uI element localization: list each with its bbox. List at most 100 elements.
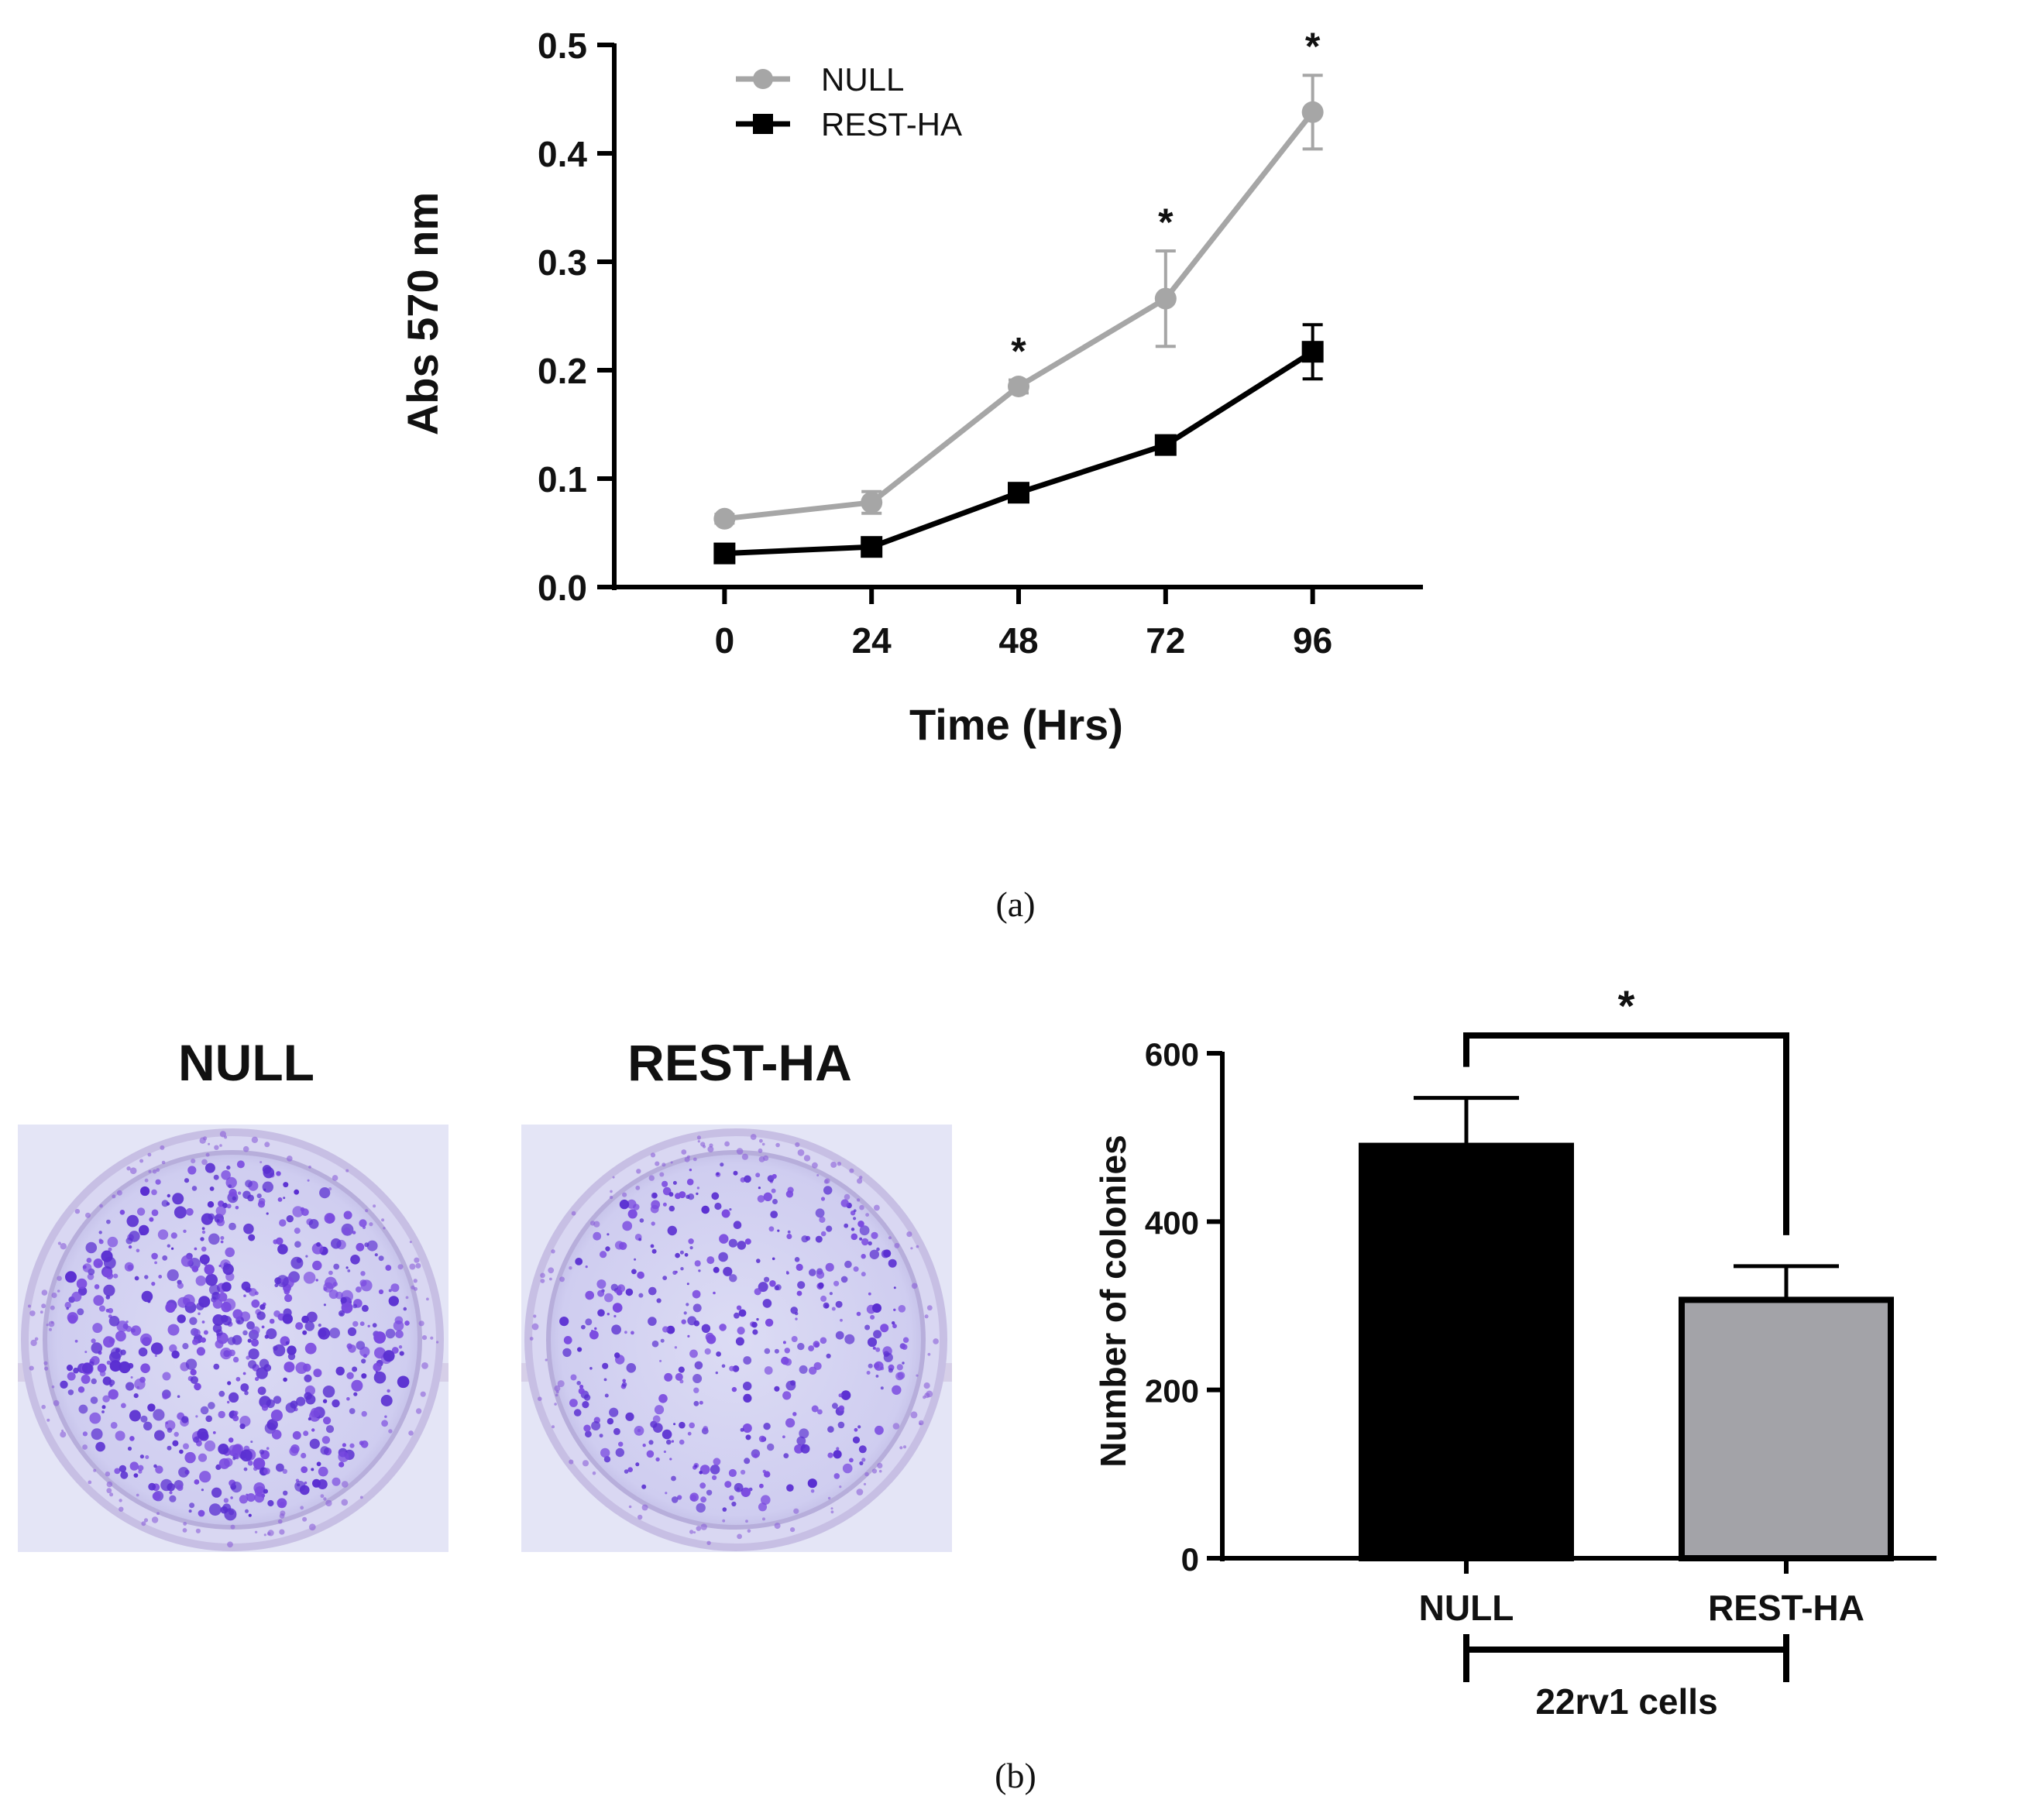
colony-dot [840,1199,849,1207]
colony-dot [227,1337,236,1345]
colony-dot [269,1318,275,1324]
colony-dot [902,1337,909,1343]
colony-dot [311,1468,314,1471]
colony-dot [208,1233,220,1245]
colony-dot [321,1436,331,1444]
colony-dot [646,1450,655,1458]
colony-dot [341,1499,349,1506]
colony-dot [617,1286,622,1290]
colony-dot [619,1199,630,1210]
colony-dot [700,1496,706,1503]
colony-dot [308,1166,311,1169]
colony-dot [34,1337,39,1341]
colony-dot [603,1378,607,1382]
colony-dot [97,1363,107,1373]
colony-dot [559,1317,569,1327]
colony-dot [662,1326,669,1333]
colony-dot [418,1320,424,1327]
colony-dot [852,1436,861,1444]
colony-dot [296,1396,306,1406]
y-tick-label: 200 [1145,1373,1199,1410]
colony-dot [579,1384,584,1389]
colony-dot [66,1307,69,1310]
colony-dot [826,1353,831,1358]
colony-dot [759,1483,764,1489]
colony-dot [138,1347,148,1357]
colony-dot [231,1482,242,1493]
colony-dot [277,1498,287,1509]
significance-bracket [1463,1032,1789,1235]
colony-dot [844,1193,851,1200]
colony-dot [681,1319,686,1324]
colony-dot [868,1241,872,1246]
colony-dot [93,1259,103,1269]
colony-dot [98,1231,102,1235]
colony-dot [57,1276,62,1281]
colony-dot [172,1440,179,1447]
panel-label-a: (a) [995,884,1035,924]
colony-dot [198,1296,211,1308]
colony-dot [811,1405,819,1413]
colony-dot [551,1249,555,1254]
bar-chart-group-label: 22rv1 cells [1535,1681,1717,1722]
colony-dot [125,1326,132,1332]
colony-dot [757,1195,765,1203]
colony-dot [531,1323,539,1331]
colony-dot [815,1208,825,1218]
colony-dot [610,1283,618,1292]
colony-dot [712,1475,717,1481]
colony-dot [679,1379,684,1384]
colony-dot [610,1190,613,1193]
colony-dot [177,1314,186,1324]
colony-dot [831,1307,836,1311]
colony-dot [177,1484,184,1492]
colony-dot [679,1439,685,1445]
colony-dot [415,1262,421,1269]
colony-dot [302,1330,308,1335]
colony-dot [184,1451,196,1464]
colony-dot [893,1308,896,1312]
colony-dot [237,1191,242,1195]
bar-null [1359,1142,1574,1561]
data-point [713,507,736,530]
y-tick-label: 0.0 [538,568,587,608]
colony-dot [813,1341,820,1348]
colony-dot [201,1227,205,1231]
colony-dot [150,1342,163,1355]
colony-dot [795,1317,798,1320]
colony-dot [218,1410,225,1419]
colony-dot [201,1246,207,1252]
colony-dot [242,1190,251,1200]
colony-dot [99,1204,103,1208]
colony-dot [167,1427,173,1433]
colony-dot [359,1321,365,1327]
colony-dot [696,1526,702,1531]
colony-dot [108,1247,112,1252]
colony-dot [413,1279,418,1283]
colony-dot [286,1215,294,1223]
colony-dot [214,1145,219,1150]
colony-dot [215,1329,223,1336]
colony-dot [394,1316,404,1325]
colony-dot [844,1223,849,1228]
colony-dot [109,1360,122,1372]
colony-dot [125,1320,129,1324]
colony-dot [880,1324,889,1333]
colony-dot [774,1386,780,1392]
colony-dot [93,1295,105,1306]
colony-dot [171,1247,174,1250]
colony-dot [190,1375,198,1384]
colony-dot [797,1342,805,1351]
colony-dot [228,1184,232,1188]
colony-dot [839,1485,842,1489]
colony-dot [105,1308,110,1313]
colony-dot [232,1356,239,1363]
colony-dot [851,1228,855,1231]
colony-dot [216,1219,220,1222]
colony-dot [93,1468,97,1472]
colony-dot [864,1471,869,1477]
colony-dot [648,1317,657,1326]
colony-dot [201,1230,206,1235]
colony-dot [225,1247,235,1258]
colony-dot [106,1272,114,1279]
